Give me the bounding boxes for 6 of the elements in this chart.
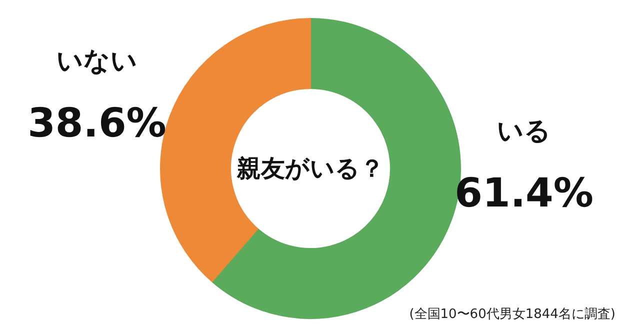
- text: 親友がいる？: [236, 154, 384, 182]
- data-label: 38.6%: [28, 100, 166, 146]
- slice-label: いる: [497, 116, 552, 147]
- data-label: 61.4%: [454, 170, 594, 217]
- text: (全国10〜60代男女1844名に調査): [409, 307, 616, 322]
- slice-label: いない: [56, 46, 138, 76]
